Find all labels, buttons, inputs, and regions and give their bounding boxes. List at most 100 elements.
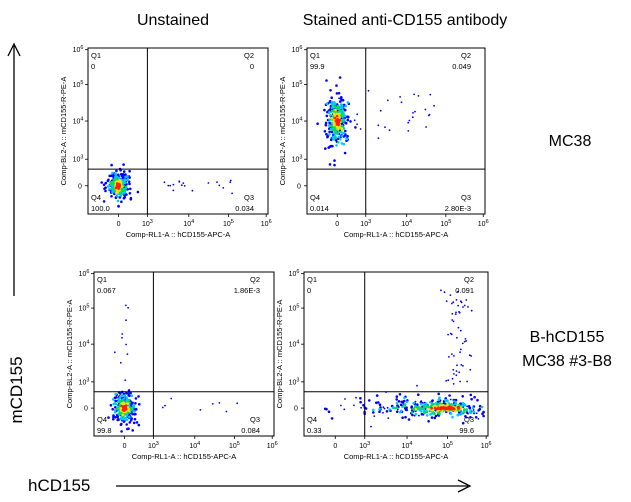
event-dot [334, 138, 338, 142]
event-dot [451, 415, 454, 419]
event-dot [456, 413, 460, 417]
quadrant-q1-value: 99.9 [310, 62, 325, 71]
y-tick-label: 103 [292, 155, 303, 164]
event-dot [341, 115, 344, 119]
event-dot [453, 373, 455, 375]
event-dot [100, 181, 103, 184]
event-dot [359, 128, 362, 130]
quadrant-q1-value: 0 [91, 62, 95, 71]
quadrant-q2-value: 0 [250, 62, 254, 71]
event-dot [399, 96, 401, 98]
event-dot [457, 326, 460, 329]
event-dot [119, 407, 122, 410]
event-dot [459, 406, 463, 410]
event-dot [430, 402, 434, 406]
event-dot [463, 340, 466, 343]
event-dot [134, 397, 138, 400]
event-dot [323, 130, 327, 133]
event-dot [346, 115, 349, 118]
x-axis-title: hCD155 [28, 476, 90, 495]
event-dot [477, 409, 480, 412]
event-dot [343, 114, 347, 118]
quadrant-q1-name: Q1 [310, 51, 320, 60]
event-dot [134, 402, 137, 405]
event-dot [123, 188, 127, 192]
quadrant-q2-value: 1.86E-3 [234, 286, 260, 295]
event-dot [199, 409, 202, 411]
event-dot [400, 401, 403, 403]
event-dot [417, 393, 420, 397]
event-dot [456, 364, 458, 367]
event-dot [413, 414, 416, 417]
event-dot [467, 412, 469, 415]
event-dot [338, 126, 342, 129]
event-dot [129, 419, 133, 422]
event-dot [433, 104, 435, 107]
event-dot [462, 365, 464, 367]
event-dot [323, 108, 326, 112]
event-dot [455, 374, 458, 377]
event-dot [368, 399, 371, 402]
event-dot [452, 368, 455, 371]
event-dot [425, 410, 429, 414]
event-dot [343, 151, 347, 155]
event-dot [124, 185, 128, 189]
event-dot [134, 412, 137, 416]
event-dot [111, 407, 114, 411]
event-dot [475, 412, 478, 415]
event-dot [111, 171, 114, 175]
event-dot [404, 415, 407, 419]
quadrant-q1-value: 0 [307, 286, 311, 295]
event-dot [330, 130, 334, 134]
event-dot [120, 185, 124, 188]
y-tick-label: 0 [294, 406, 298, 413]
event-dot [354, 126, 357, 129]
quadrant-q1-name: Q1 [91, 51, 101, 60]
event-dot [395, 401, 399, 405]
event-dot [123, 405, 126, 408]
event-dot [130, 394, 134, 398]
event-dot [104, 189, 107, 193]
event-dot [424, 108, 427, 111]
event-dot [429, 401, 432, 404]
y-axis-label: Comp-BL2-A :: mCD155-R-PE-A [65, 300, 74, 409]
event-dot [328, 130, 331, 134]
event-dot [191, 189, 194, 192]
event-dot [211, 403, 214, 405]
event-dot [388, 408, 391, 411]
event-dot [459, 329, 462, 332]
event-dot [113, 351, 116, 354]
event-dot [344, 129, 347, 133]
event-dot [117, 176, 121, 180]
event-dot [161, 406, 164, 409]
event-dot [112, 414, 115, 417]
event-dot [338, 97, 340, 100]
event-dot [387, 417, 390, 419]
event-dot [330, 100, 334, 104]
x-tick-label: 105 [223, 219, 234, 228]
event-dot [113, 409, 117, 412]
event-dot [123, 193, 126, 197]
event-dot [458, 311, 461, 314]
event-dot [422, 413, 425, 416]
event-dot [449, 406, 453, 410]
event-dot [459, 380, 461, 383]
event-dot [329, 114, 332, 117]
event-dot [385, 410, 389, 413]
event-dot [122, 163, 125, 166]
event-dot [339, 138, 342, 141]
event-dot [417, 95, 420, 97]
event-dot [337, 123, 340, 127]
event-dot [127, 392, 130, 395]
event-dot [353, 404, 355, 407]
event-dot [459, 351, 461, 354]
event-dot [459, 348, 462, 351]
event-dot [414, 412, 418, 416]
event-dot [114, 392, 117, 396]
event-dot [328, 163, 332, 166]
event-dot [460, 301, 463, 304]
event-dot [447, 379, 450, 382]
event-dot [378, 403, 382, 407]
event-dot [451, 312, 454, 315]
